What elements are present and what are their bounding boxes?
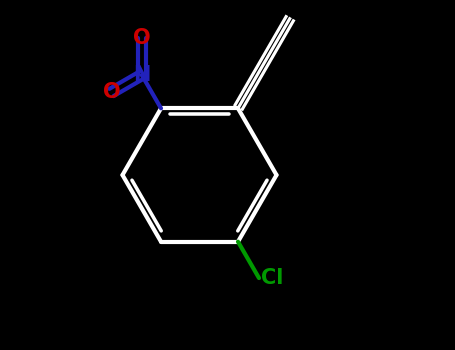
Text: Cl: Cl: [261, 268, 283, 288]
Text: O: O: [133, 28, 151, 48]
Text: N: N: [133, 65, 151, 85]
Text: O: O: [103, 83, 120, 103]
